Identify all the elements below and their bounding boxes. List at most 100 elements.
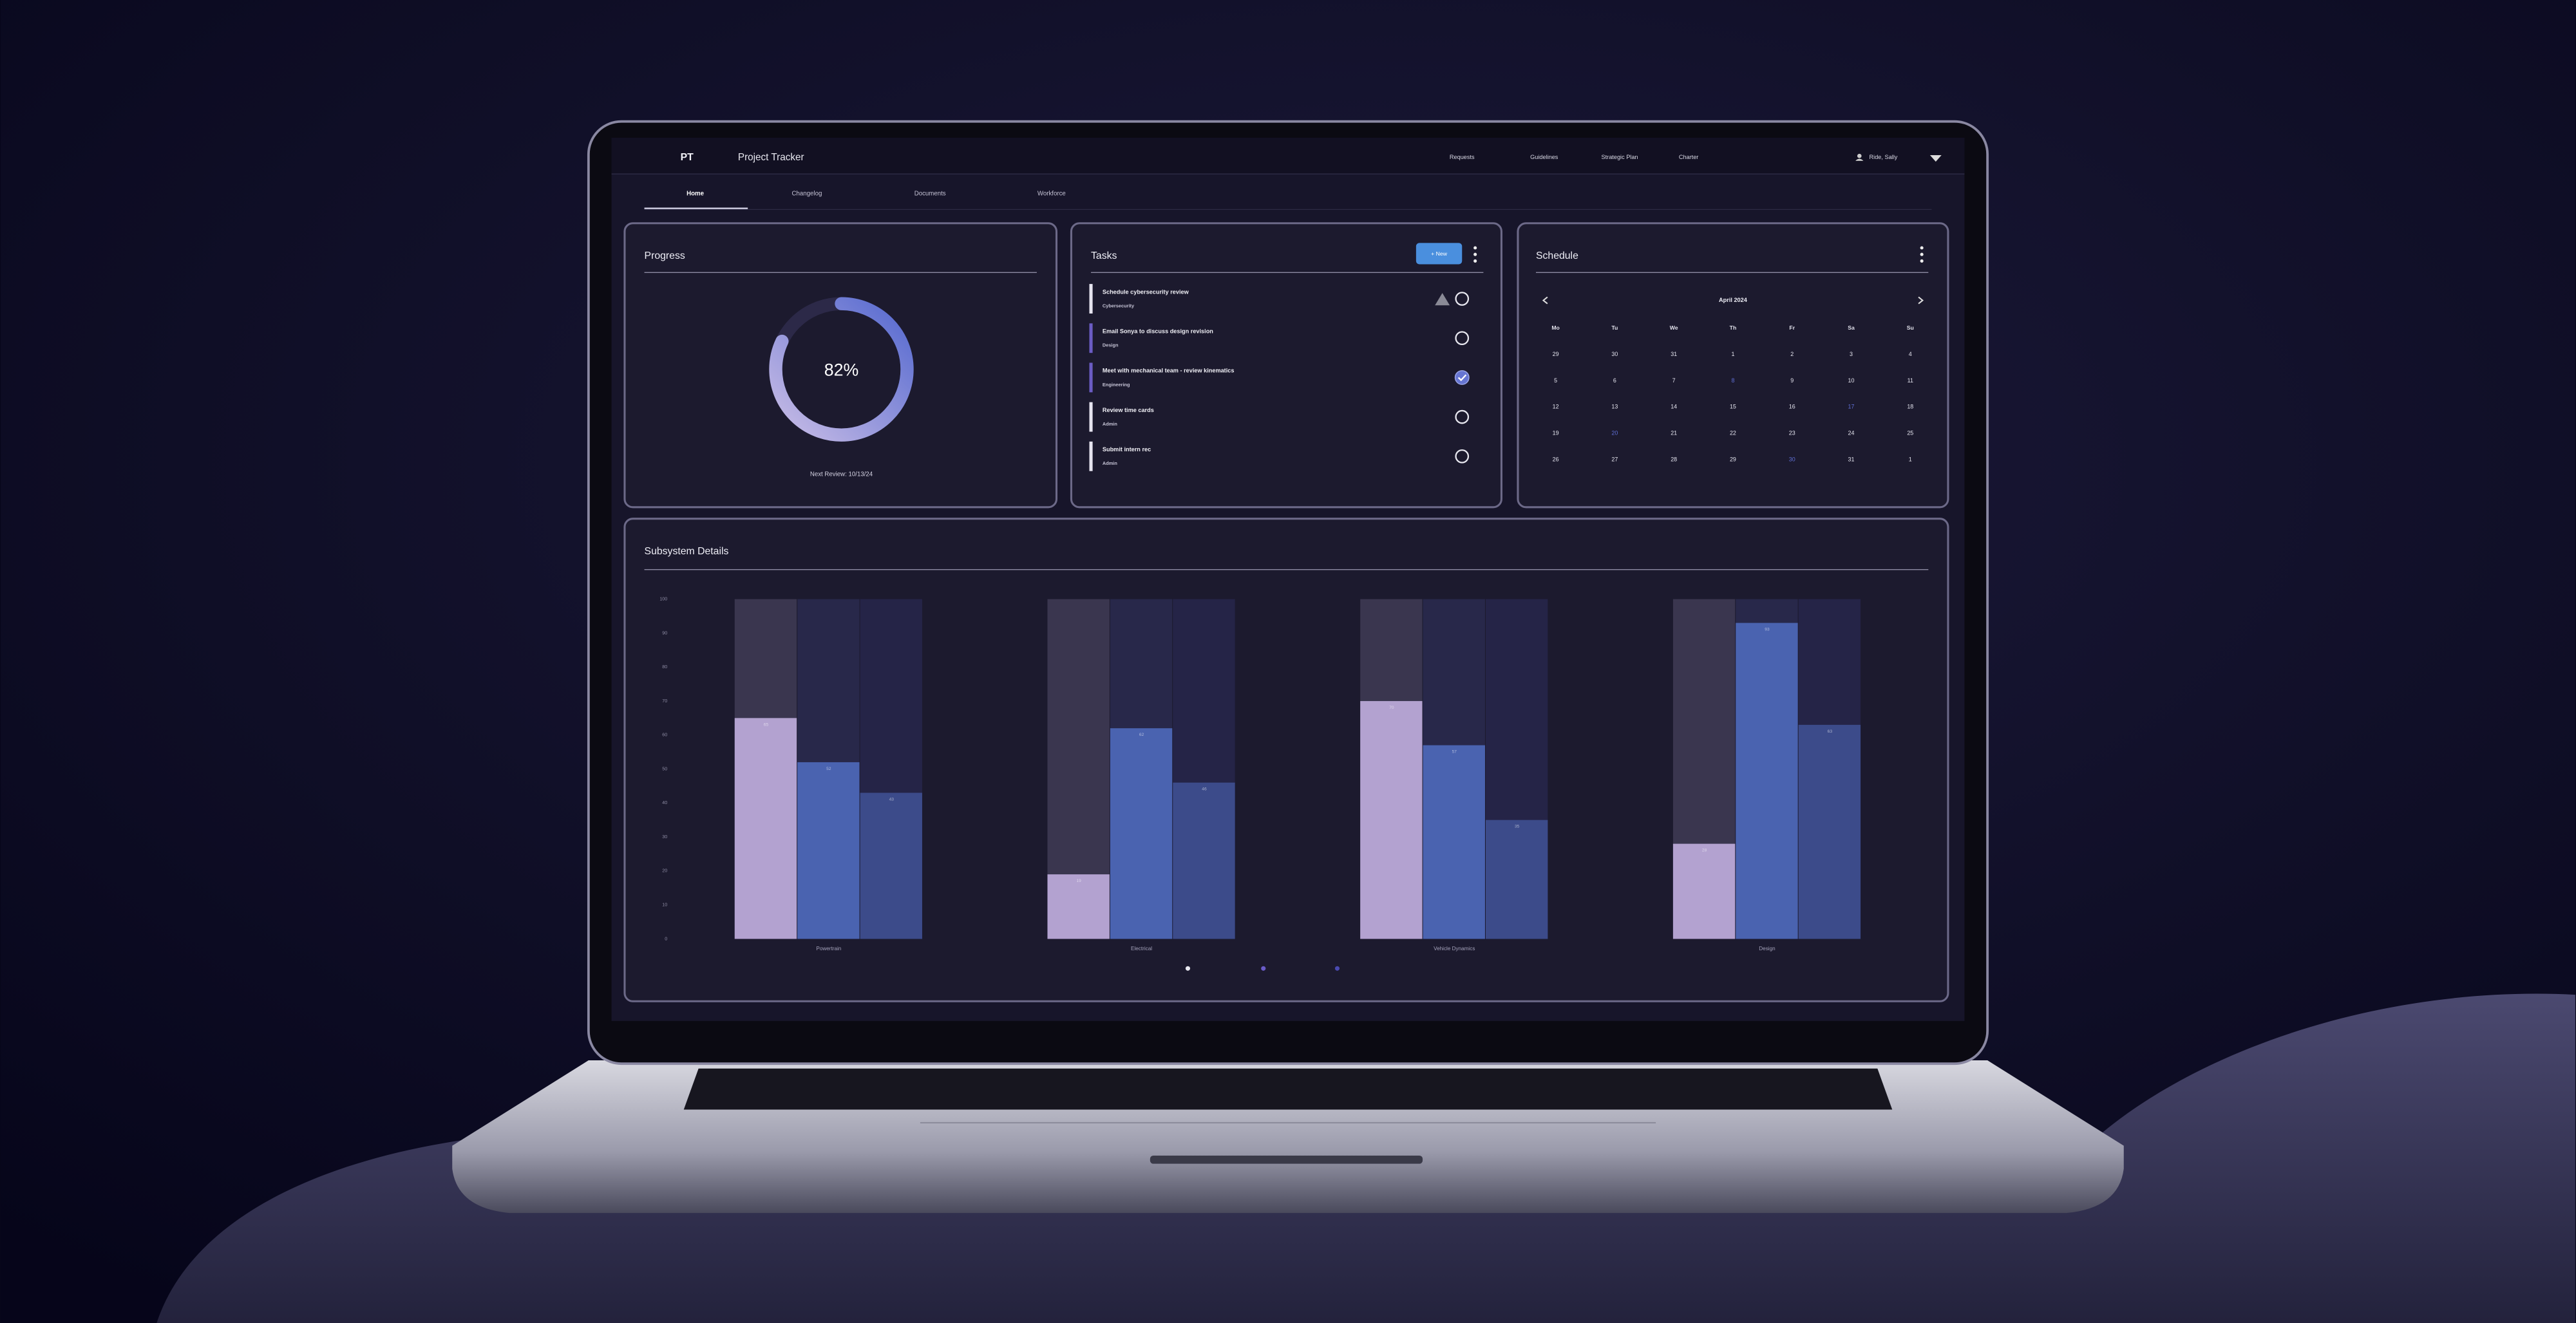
calendar-day[interactable]: 13 — [1611, 404, 1618, 410]
calendar-day[interactable]: 26 — [1553, 456, 1559, 462]
data-label: 65 — [764, 722, 769, 727]
calendar-day[interactable]: 6 — [1613, 377, 1616, 384]
nav-link[interactable]: Requests — [1450, 154, 1475, 160]
calendar-day[interactable]: 9 — [1790, 377, 1794, 384]
progress-ring — [769, 297, 914, 442]
data-label: 63 — [1828, 729, 1833, 734]
card-title: Progress — [645, 250, 685, 261]
calendar-day[interactable]: 4 — [1909, 351, 1912, 357]
calendar-day[interactable]: 5 — [1554, 377, 1557, 384]
next-review: Next Review: 10/13/24 — [810, 471, 873, 478]
nav-link[interactable]: Charter — [1679, 154, 1699, 160]
data-label: 57 — [1452, 750, 1457, 755]
calendar-day[interactable]: 18 — [1907, 404, 1913, 410]
kebab-dot[interactable] — [1920, 246, 1924, 250]
calendar-day[interactable]: 14 — [1671, 404, 1677, 410]
calendar-day[interactable]: 31 — [1848, 456, 1855, 462]
user-name[interactable]: Ride, Sally — [1870, 154, 1898, 160]
x-tick-label: Vehicle Dynamics — [1434, 946, 1475, 952]
calendar-day[interactable]: 1 — [1731, 351, 1734, 357]
next-arrow[interactable] — [1918, 296, 1924, 305]
kebab-dot[interactable] — [1920, 252, 1924, 256]
task-title: Submit intern rec — [1103, 446, 1151, 453]
page-dot[interactable] — [1334, 966, 1340, 971]
bar — [1485, 820, 1548, 939]
month-label: April 2024 — [1719, 297, 1748, 303]
calendar-day[interactable]: 23 — [1789, 429, 1795, 436]
calendar-day[interactable]: 21 — [1671, 429, 1677, 436]
data-label: 46 — [1202, 787, 1207, 792]
calendar-day[interactable]: 29 — [1553, 351, 1559, 357]
calendar-day[interactable]: 7 — [1672, 377, 1676, 384]
calendar-day[interactable]: 25 — [1907, 429, 1913, 436]
calendar-day[interactable]: 2 — [1790, 351, 1794, 357]
y-tick-label: 30 — [662, 834, 667, 840]
y-tick-label: 90 — [662, 630, 667, 635]
nav-link[interactable]: Strategic Plan — [1602, 154, 1638, 160]
kebab-dot[interactable] — [1473, 246, 1477, 250]
kebab-dot[interactable] — [1473, 252, 1477, 256]
app-title: Project Tracker — [738, 152, 804, 163]
task-category: Cybersecurity — [1103, 303, 1135, 308]
tab[interactable]: Documents — [914, 190, 946, 197]
calendar-day[interactable]: 20 — [1611, 429, 1618, 436]
task-bar — [1089, 284, 1093, 314]
data-label: 93 — [1765, 628, 1770, 632]
data-label: 28 — [1702, 849, 1707, 853]
task-check[interactable] — [1455, 331, 1470, 346]
card-title: Schedule — [1536, 250, 1578, 261]
bar — [1110, 728, 1173, 939]
tasks-card — [1070, 222, 1502, 509]
tab[interactable]: Changelog — [792, 190, 822, 197]
calendar-day[interactable]: 12 — [1553, 404, 1559, 410]
bar — [734, 718, 797, 939]
calendar-day[interactable]: 1 — [1909, 456, 1912, 462]
new-button[interactable] — [1416, 243, 1463, 265]
nav-link[interactable]: Guidelines — [1530, 154, 1558, 160]
keyboard — [683, 1068, 1893, 1110]
task-check[interactable] — [1455, 292, 1470, 306]
tab[interactable]: Workforce — [1037, 190, 1066, 197]
task-title: Email Sonya to discuss design revision — [1103, 328, 1213, 334]
calendar-day[interactable]: 10 — [1848, 377, 1855, 384]
prev-arrow[interactable] — [1542, 296, 1548, 305]
x-tick-label: Design — [1759, 946, 1775, 952]
x-tick-label: Powertrain — [816, 946, 841, 952]
kebab-dot[interactable] — [1920, 259, 1924, 263]
task-category: Engineering — [1103, 382, 1130, 388]
logo: PT — [681, 152, 694, 163]
tab[interactable]: Home — [687, 190, 704, 197]
user-icon — [1855, 158, 1864, 161]
card-title: Tasks — [1091, 250, 1117, 261]
calendar-day[interactable]: 22 — [1730, 429, 1736, 436]
calendar-day[interactable]: 19 — [1553, 429, 1559, 436]
calendar-day[interactable]: 3 — [1850, 351, 1853, 357]
task-bar — [1089, 362, 1093, 393]
task-check[interactable] — [1454, 370, 1470, 385]
calendar-day[interactable]: 28 — [1671, 456, 1677, 462]
calendar-day[interactable]: 30 — [1789, 456, 1795, 462]
calendar-day[interactable]: 11 — [1908, 377, 1913, 384]
weekday: Mo — [1551, 324, 1560, 331]
calendar-day[interactable]: 31 — [1671, 351, 1677, 357]
weekday: Su — [1907, 324, 1914, 331]
calendar-day[interactable]: 27 — [1611, 456, 1618, 462]
bar — [1173, 782, 1235, 939]
task-check[interactable] — [1455, 409, 1470, 424]
page-dot[interactable] — [1261, 966, 1266, 971]
calendar-day[interactable]: 15 — [1730, 404, 1736, 410]
bar — [860, 793, 922, 939]
new-button-label[interactable]: + New — [1431, 250, 1448, 257]
calendar-day[interactable]: 17 — [1848, 404, 1855, 410]
task-check[interactable] — [1455, 449, 1470, 464]
calendar-day[interactable]: 29 — [1730, 456, 1736, 462]
user-caret[interactable] — [1929, 155, 1942, 162]
calendar-day[interactable]: 30 — [1611, 351, 1618, 357]
weekday: Sa — [1848, 324, 1855, 331]
page-dot[interactable] — [1185, 966, 1191, 971]
kebab-dot[interactable] — [1473, 259, 1477, 263]
calendar-day[interactable]: 8 — [1731, 377, 1734, 384]
calendar-day[interactable]: 24 — [1848, 429, 1855, 436]
calendar-day[interactable]: 16 — [1789, 404, 1795, 410]
